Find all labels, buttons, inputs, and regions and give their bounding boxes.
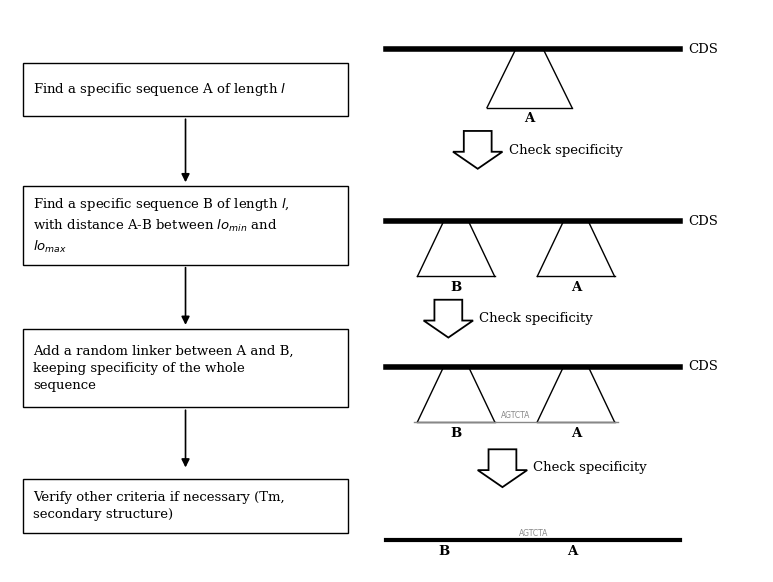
Text: CDS: CDS (688, 360, 718, 373)
Polygon shape (478, 449, 527, 487)
Text: B: B (451, 281, 461, 294)
Text: Check specificity: Check specificity (479, 313, 593, 325)
Text: CDS: CDS (688, 43, 718, 56)
Polygon shape (424, 300, 473, 338)
Text: B: B (451, 427, 461, 439)
Text: A: A (524, 112, 535, 125)
Text: A: A (570, 427, 581, 439)
FancyBboxPatch shape (23, 63, 348, 116)
Polygon shape (453, 131, 502, 169)
Text: CDS: CDS (688, 215, 718, 228)
Text: Find a specific sequence A of length $l$: Find a specific sequence A of length $l$ (33, 81, 287, 98)
Text: B: B (439, 545, 450, 558)
Text: A: A (570, 281, 581, 294)
FancyBboxPatch shape (23, 329, 348, 407)
Text: Add a random linker between A and B,
keeping specificity of the whole
sequence: Add a random linker between A and B, kee… (33, 345, 294, 392)
Text: Check specificity: Check specificity (533, 462, 647, 474)
Text: AGTCTA: AGTCTA (519, 529, 548, 538)
FancyBboxPatch shape (23, 186, 348, 265)
Text: Find a specific sequence B of length $l$,
with distance A-B between $lo_{min}$ a: Find a specific sequence B of length $l$… (33, 196, 290, 255)
FancyBboxPatch shape (23, 479, 348, 533)
Text: Check specificity: Check specificity (509, 144, 622, 157)
Text: A: A (567, 545, 577, 558)
Text: Verify other criteria if necessary (Tm,
secondary structure): Verify other criteria if necessary (Tm, … (33, 491, 285, 521)
Text: AGTCTA: AGTCTA (501, 411, 531, 420)
